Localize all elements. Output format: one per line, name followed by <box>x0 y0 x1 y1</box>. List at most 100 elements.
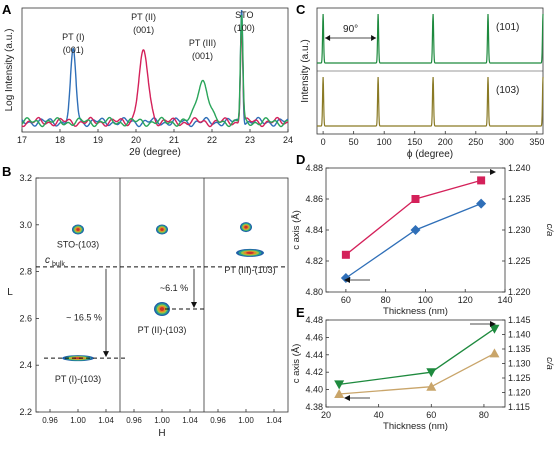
panel-e-x-tick-label: 60 <box>426 410 436 420</box>
panel-b-y-tick-label: 2.6 <box>19 313 32 323</box>
panel-e-data-point <box>334 388 345 398</box>
panel-b-y-tick-label: 2.2 <box>19 407 32 417</box>
panel-c-x-tick-label: 100 <box>377 137 392 147</box>
panel-d-arrowhead <box>490 169 496 175</box>
panel-d-x-tick-label: 60 <box>341 295 351 305</box>
panel-e-thickness-chart: 20 40 60 80 4.38 4.40 4.42 4.44 4.46 4.48 1.115 1.1… <box>291 315 554 432</box>
panel-e-y-tick-label: 4.44 <box>305 350 323 360</box>
panel-e-data-point <box>489 348 500 358</box>
panel-d-data-point <box>476 198 487 209</box>
panel-a-x-tick-label: 21 <box>169 135 179 145</box>
panel-c-x-tick-label: 300 <box>499 137 514 147</box>
panel-e-axes-frame <box>325 319 506 408</box>
panel-c-x-tick-label: 250 <box>468 137 483 147</box>
panel-d-y-right-tick-label: 1.220 <box>508 287 531 297</box>
panel-a-peak-annotation: STO <box>235 10 253 20</box>
panel-b-y-tick-label: 2.4 <box>19 360 32 370</box>
panel-e-y-right-tick-label: 1.130 <box>508 359 531 369</box>
panel-c-phi-scan-line <box>317 76 544 127</box>
panel-e-series-line <box>339 328 495 386</box>
panel-a-peak-annotation: PT (III) <box>189 38 216 48</box>
panel-b-arrowhead <box>191 302 197 309</box>
panel-d-arrowhead <box>344 277 350 283</box>
panel-d-y-right-tick-label: 1.225 <box>508 256 531 266</box>
panel-d-x-tick-label: 80 <box>381 295 391 305</box>
panel-a-x-tick-label: 24 <box>283 135 293 145</box>
panel-d-x-tick-label: 140 <box>497 295 512 305</box>
panel-e-x-axis-label: Thickness (nm) <box>383 421 448 432</box>
panel-d-y-right-axis-label: c/a <box>544 224 554 237</box>
panel-b-x-tick-label: 1.00 <box>70 416 86 425</box>
panel-c-x-tick-label: 200 <box>438 137 453 147</box>
panel-e-data-point <box>334 380 345 390</box>
panel-b-arrowhead <box>103 351 109 358</box>
panel-e-data-point <box>426 368 437 378</box>
panel-e-y-tick-label: 4.42 <box>305 367 323 377</box>
panel-b-film-label: PT (I)-(103) <box>55 374 101 384</box>
panel-e-y-tick-label: 4.48 <box>305 315 323 325</box>
panel-a-y-axis-label: Log Intensity (a.u.) <box>4 29 15 112</box>
panel-d-y-axis-label: c axis (Å) <box>291 210 302 250</box>
panel-letter-d: D <box>296 152 305 167</box>
panel-b-strain-label: ~6.1 % <box>160 283 188 293</box>
panel-e-data-point <box>426 381 437 391</box>
panel-b-x-axis-label: H <box>158 428 165 439</box>
panel-e-arrowhead <box>344 395 350 401</box>
panel-c-row-label: (101) <box>496 22 519 33</box>
panel-e-y-right-tick-label: 1.125 <box>508 373 531 383</box>
panel-b-strain-label: ~ 16.5 % <box>66 313 102 323</box>
panel-c-row-label: (103) <box>496 85 519 96</box>
panel-e-x-tick-label: 80 <box>479 410 489 420</box>
panel-letter-c: C <box>296 2 306 17</box>
panel-d-y-tick-label: 4.86 <box>305 194 323 204</box>
panel-letter-e: E <box>296 305 305 320</box>
panel-b-film-label: PT (III)-(103) <box>224 265 275 275</box>
panel-letter-a: A <box>2 2 12 17</box>
panel-e-data-point <box>489 324 500 334</box>
panel-a-x-tick-label: 20 <box>131 135 141 145</box>
panel-d-data-point <box>410 225 421 235</box>
panel-e-y-right-axis-label: c/a <box>544 357 554 370</box>
panel-e-y-right-tick-label: 1.140 <box>508 330 531 340</box>
panel-c-x-tick-label: 150 <box>407 137 422 147</box>
panel-e-y-right-tick-label: 1.135 <box>508 344 531 354</box>
panel-e-y-right-tick-label: 1.145 <box>508 315 531 325</box>
panel-e-y-axis-label: c axis (Å) <box>291 344 302 384</box>
panel-e-y-right-tick-label: 1.115 <box>508 402 530 412</box>
panel-a-xrd-chart: 17 18 19 20 21 22 23 24 2θ (degree) Log Intensity… <box>4 7 293 158</box>
panel-c-phi-scan-chart: (101) (103) 0 50 100 150 200 250 300 350 ϕ (degree… <box>300 7 544 160</box>
panel-d-thickness-chart: 60 80 100 120 140 4.80 4.82 4.84 4.86 4.88 1.220 1.… <box>291 163 554 317</box>
panel-e-y-tick-label: 4.46 <box>305 332 323 342</box>
panel-b-film-label: PT (II)-(103) <box>138 325 187 335</box>
panel-c-x-axis-label: ϕ (degree) <box>407 149 453 160</box>
panel-e-arrowhead <box>490 321 496 327</box>
panel-b-x-tick-label: 1.04 <box>98 416 114 425</box>
panel-a-series-line <box>21 15 289 128</box>
panel-e-y-right-tick-label: 1.120 <box>508 388 531 398</box>
panel-c-arrowhead <box>371 35 377 41</box>
panel-d-data-point <box>477 176 486 185</box>
panel-c-x-tick-label: 50 <box>349 137 359 147</box>
panel-a-peak-annotation: (001) <box>133 25 154 35</box>
panel-c-y-axis-label: Intensity (a.u.) <box>300 39 311 102</box>
panel-d-y-tick-label: 4.82 <box>305 256 323 266</box>
panel-d-y-tick-label: 4.84 <box>305 225 323 235</box>
panel-c-x-tick-label: 350 <box>529 137 544 147</box>
panel-b-c-bulk-subscript: bulk <box>52 261 65 268</box>
panel-a-x-tick-label: 22 <box>207 135 217 145</box>
panel-a-x-tick-label: 19 <box>93 135 103 145</box>
panel-b-x-tick-label: 1.04 <box>266 416 282 425</box>
panel-b-sto-peak <box>244 225 248 229</box>
panel-d-x-tick-label: 100 <box>418 295 433 305</box>
panel-b-x-tick-label: 1.00 <box>238 416 254 425</box>
panel-b-y-tick-label: 2.8 <box>19 267 32 277</box>
panel-c-spacing-label: 90° <box>343 24 358 35</box>
panel-d-y-tick-label: 4.88 <box>305 163 323 173</box>
panel-d-y-right-tick-label: 1.240 <box>508 163 531 173</box>
panel-d-y-tick-label: 4.80 <box>305 287 323 297</box>
panel-b-rsm-chart: 2.2 2.4 2.6 2.8 3.0 3.2 L H 0.96 1.00 1.04 PT (I)-(… <box>7 173 289 439</box>
panel-d-data-point <box>341 250 350 259</box>
panel-d-x-axis-label: Thickness (nm) <box>383 306 448 317</box>
panel-b-x-tick-label: 1.04 <box>182 416 198 425</box>
